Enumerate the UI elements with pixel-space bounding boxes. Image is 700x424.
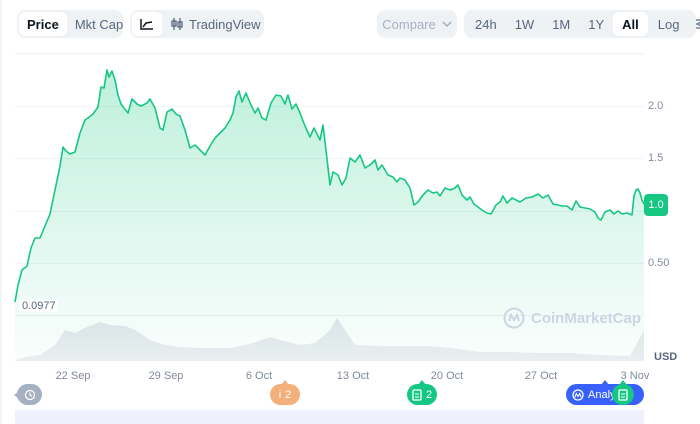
history-marker[interactable] (14, 384, 42, 405)
price-line (14, 69, 645, 303)
line-chart-button[interactable] (132, 12, 162, 36)
tradingview-button[interactable]: TradingView (162, 12, 269, 36)
info-event-marker[interactable]: i 2 (270, 384, 300, 405)
price-area (15, 70, 644, 361)
x-axis-label: 27 Oct (524, 370, 558, 382)
x-axis-label: 6 Oct (245, 370, 273, 382)
chart-type-toggle: Price Mkt Cap (17, 10, 123, 38)
currency-label: USD (654, 351, 678, 363)
range-24h[interactable]: 24h (475, 16, 497, 32)
info-icon: i (278, 388, 282, 401)
x-axis-label: 29 Sep (148, 370, 184, 382)
range-1w[interactable]: 1W (514, 16, 535, 32)
history-clock-icon (24, 389, 35, 400)
tradingview-label: TradingView (189, 16, 261, 32)
gridline (15, 106, 644, 107)
coinmarketcap-logo-icon (572, 388, 584, 401)
document-icon (618, 388, 628, 401)
news-count: 2 (425, 388, 433, 401)
chart-plot-area[interactable] (15, 53, 644, 363)
line-chart-icon (140, 19, 153, 30)
compare-dropdown[interactable]: Compare (377, 10, 457, 38)
x-axis-label: 22 Sep (55, 370, 91, 382)
compare-label: Compare (382, 16, 436, 32)
y-axis-label: 2.0 (648, 100, 664, 112)
y-axis-label: 0.50 (648, 257, 670, 269)
range-1m[interactable]: 1M (552, 16, 571, 32)
x-axis-label: 20 Oct (430, 370, 464, 382)
min-price-label: 0.0977 (20, 300, 58, 312)
info-count: 2 (285, 388, 292, 401)
view-toggle: TradingView (130, 10, 264, 38)
range-1y[interactable]: 1Y (588, 16, 605, 32)
chart-toolbar: Price Mkt Cap TradingView Compare 24h 1W… (0, 10, 700, 38)
gridline (15, 158, 644, 159)
x-axis-label: 13 Oct (336, 370, 370, 382)
coinmarketcap-logo-icon (503, 307, 525, 329)
price-tab[interactable]: Price (19, 12, 67, 36)
time-range-selector: 24h 1W 1M 1Y All Log (464, 10, 700, 38)
analysis-label: Analy (588, 388, 616, 401)
document-icon (412, 388, 422, 401)
coinmarketcap-watermark: CoinMarketCap (503, 307, 641, 329)
log-scale-toggle[interactable]: Log (657, 16, 680, 32)
y-axis-label: 1.5 (648, 152, 664, 164)
mkt-cap-tab[interactable]: Mkt Cap (74, 16, 124, 32)
range-all[interactable]: All (613, 12, 648, 36)
news-event-marker[interactable]: 2 (407, 384, 437, 405)
range-navigator[interactable] (15, 410, 644, 424)
panel-border (0, 0, 2, 424)
news-event-marker[interactable] (612, 384, 634, 405)
current-price-badge: 1.0 (644, 194, 668, 216)
x-axis-label: 3 Nov (620, 370, 650, 382)
watermark-text: CoinMarketCap (531, 309, 642, 327)
candlestick-icon (171, 18, 183, 30)
chevron-down-icon (442, 21, 452, 27)
